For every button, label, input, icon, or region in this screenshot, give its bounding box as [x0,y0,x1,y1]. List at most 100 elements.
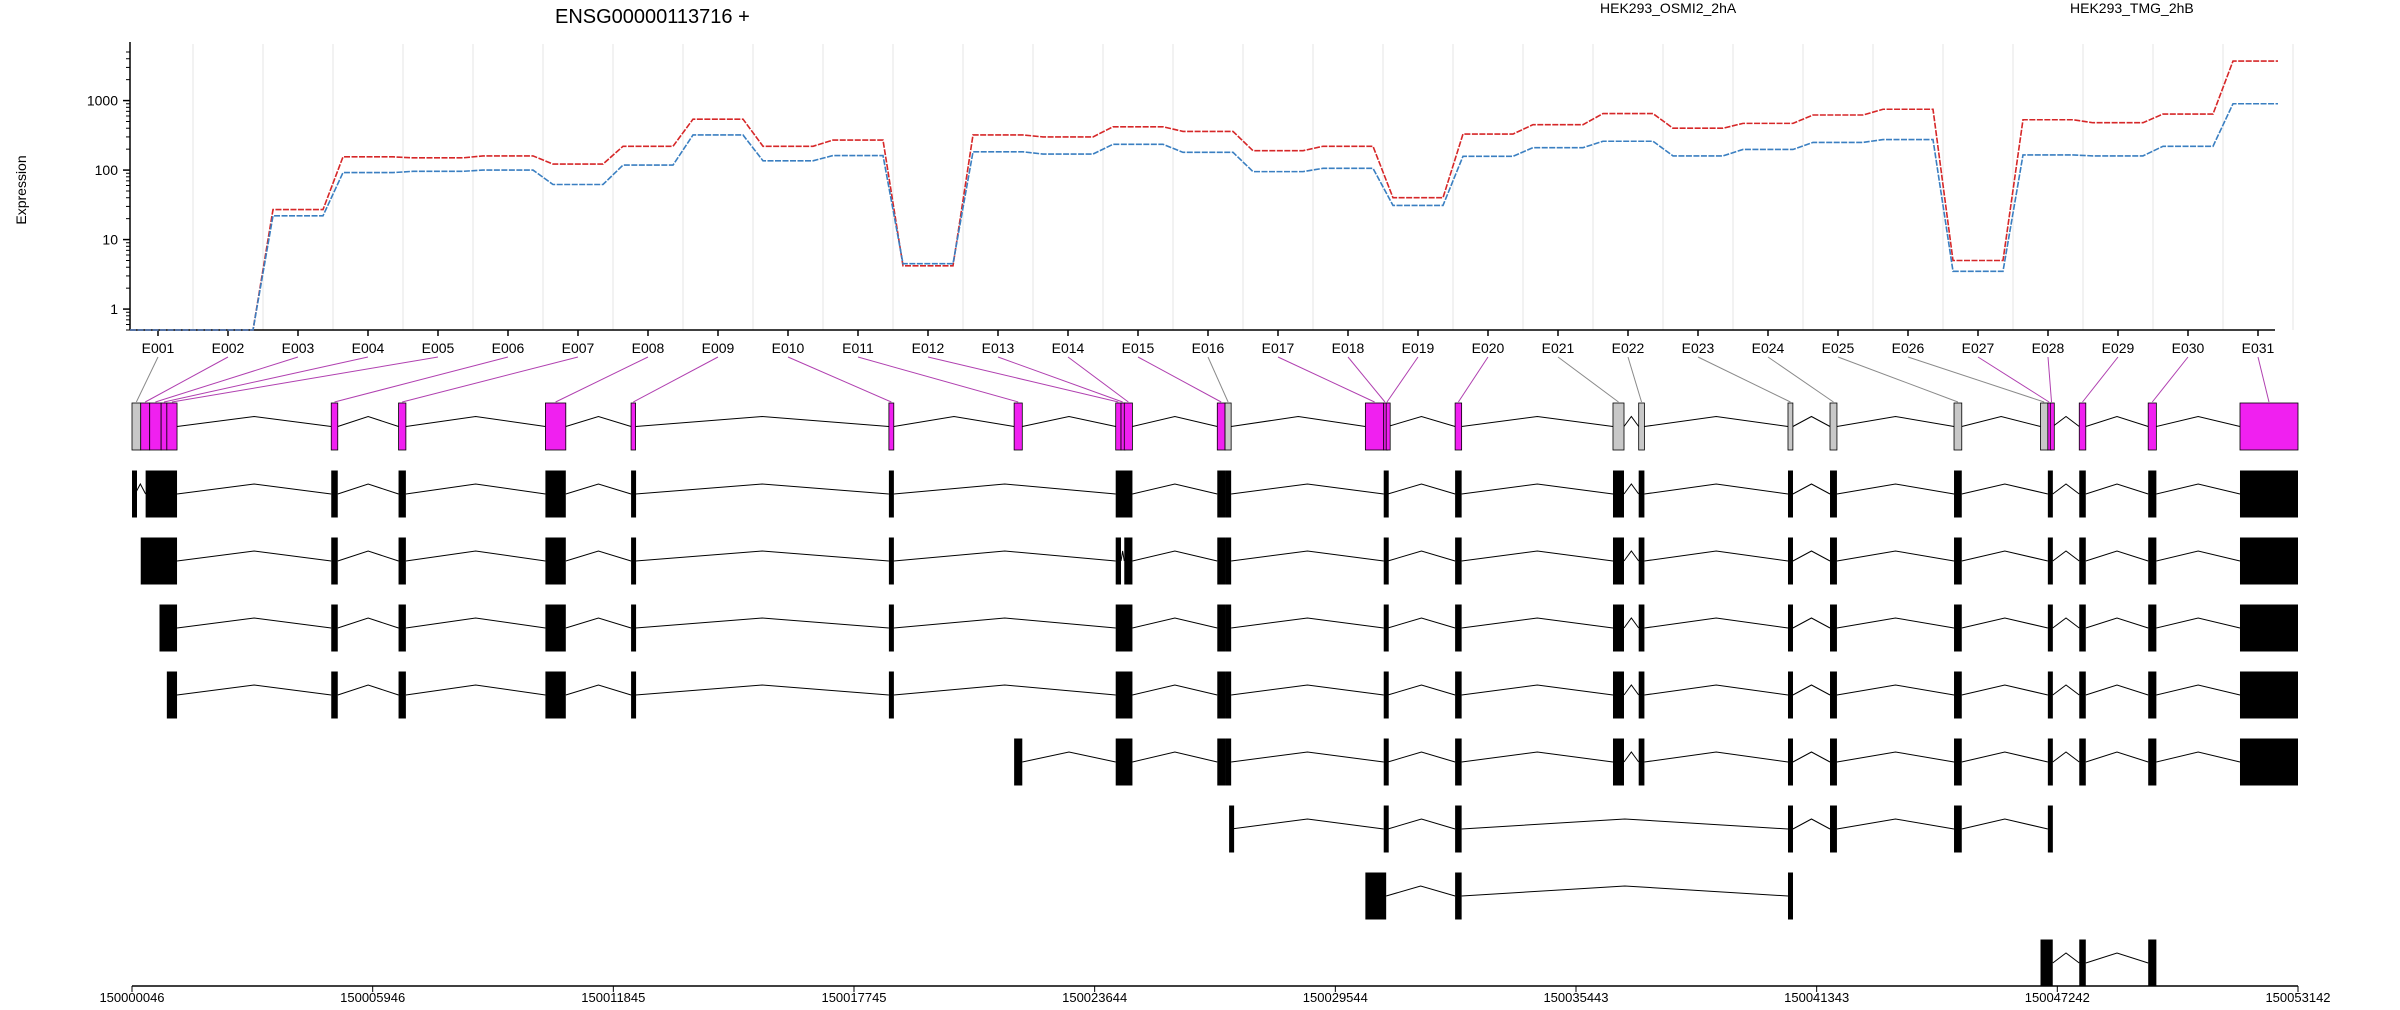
transcript-exon [888,470,894,518]
exon-block [140,402,151,451]
exon-block [1787,402,1794,451]
transcript-intron [1644,684,1789,696]
intron-line [337,415,399,427]
transcript-intron [405,617,546,629]
transcript-intron [1623,751,1640,763]
exon-connector [1137,356,1222,403]
transcript-exon [1455,537,1462,585]
transcript-exon [1229,805,1235,853]
y-axis-label: Expression [13,155,29,224]
transcript-intron [893,684,1116,696]
transcript-intron [2052,550,2080,562]
exon-connector [1457,356,1489,403]
transcript-intron [2156,751,2241,763]
transcript-intron [1792,751,1831,763]
x-tick-label: E004 [352,340,385,356]
transcript-intron [1961,550,2048,562]
transcript-exon [1954,671,1962,719]
transcript-exon [1954,470,1962,518]
x-tick-label: E006 [492,340,525,356]
transcript-exon [159,604,178,652]
intron-line [1132,415,1218,427]
transcript-intron [1644,751,1789,763]
coordinate-tick-label: 150017745 [821,990,886,1005]
x-tick-label: E007 [562,340,595,356]
x-tick-label: E014 [1052,340,1085,356]
x-tick-label: E031 [2242,340,2275,356]
transcript-exon [2047,671,2053,719]
transcript-intron [1836,617,1955,629]
transcript-intron [1231,550,1384,562]
transcript-exon [2239,738,2298,786]
transcript-intron [1961,751,2048,763]
transcript-intron [2156,550,2241,562]
transcript-exon [1455,671,1462,719]
transcript-exon [1638,604,1645,652]
exon-connector [857,356,1019,403]
transcript-exon [888,537,894,585]
transcript-intron [1461,684,1614,696]
transcript-exon [1124,537,1133,585]
transcript-exon [2040,939,2053,987]
transcript-exon [2239,604,2298,652]
intron-line [1387,415,1456,427]
transcript-intron [1961,684,2048,696]
x-tick-label: E020 [1472,340,1505,356]
coordinate-tick-label: 150023644 [1062,990,1127,1005]
transcript-intron [1792,684,1831,696]
intron-line [1461,415,1614,427]
transcript-intron [1120,550,1125,562]
transcript-intron [337,550,399,562]
transcript-exon [1830,738,1837,786]
coordinate-tick-label: 150000046 [99,990,164,1005]
transcript-exon [2079,939,2086,987]
transcript-intron [1836,684,1955,696]
transcript-exon [1954,537,1962,585]
y-tick-label: 1 [110,301,118,317]
coordinate-axis: 150000046 150005946 150011845 150017745 1500… [99,985,2331,1005]
intron-line [635,415,889,427]
transcript-exon [2148,537,2157,585]
transcript-exon [166,671,178,719]
transcript-exon [331,671,338,719]
x-tick-label: E029 [2102,340,2135,356]
transcript-intron [893,550,1116,562]
transcript-exon [2239,537,2298,585]
transcript-exon [2079,470,2086,518]
transcript-intron [1623,617,1640,629]
transcript-exon [1217,537,1226,585]
x-tick-label: E009 [702,340,735,356]
exon-connector [1767,356,1834,403]
transcript-intron [1461,617,1614,629]
exon-connector [1347,356,1386,403]
transcript-exon [1638,470,1645,518]
axes: 1 10 100 1000 E001 E002 E003 E004 E005 E006 E007 E0… [87,42,2275,356]
exon-connector [144,356,229,403]
exon-connector [927,356,1119,403]
x-tick-label: E017 [1262,340,1295,356]
exon-connector [171,356,439,403]
transcript-exon [2148,738,2157,786]
transcript-intron [1132,550,1218,562]
transcript-intron [1387,751,1456,763]
x-tick-label: E021 [1542,340,1575,356]
intron-line [1961,415,2041,427]
transcript-intron [565,617,632,629]
transcript-exon [1455,805,1462,853]
transcript-intron [176,550,332,562]
legend-series-2: HEK293_TMG_2hB [2070,0,2194,16]
x-tick-label: E002 [212,340,245,356]
transcript-exon [1830,604,1837,652]
transcript-intron [1231,483,1384,495]
transcript-intron [405,550,546,562]
intron-line [893,415,1015,427]
transcript-intron [1132,483,1218,495]
transcript-intron [1461,885,1789,897]
gene-model [131,402,2299,987]
transcript-intron [1231,818,1384,830]
intron-line [1623,415,1640,427]
x-tick-label: E024 [1752,340,1785,356]
coordinate-tick-label: 150047242 [2025,990,2090,1005]
transcript-exon [2047,738,2053,786]
transcript-intron [176,684,332,696]
